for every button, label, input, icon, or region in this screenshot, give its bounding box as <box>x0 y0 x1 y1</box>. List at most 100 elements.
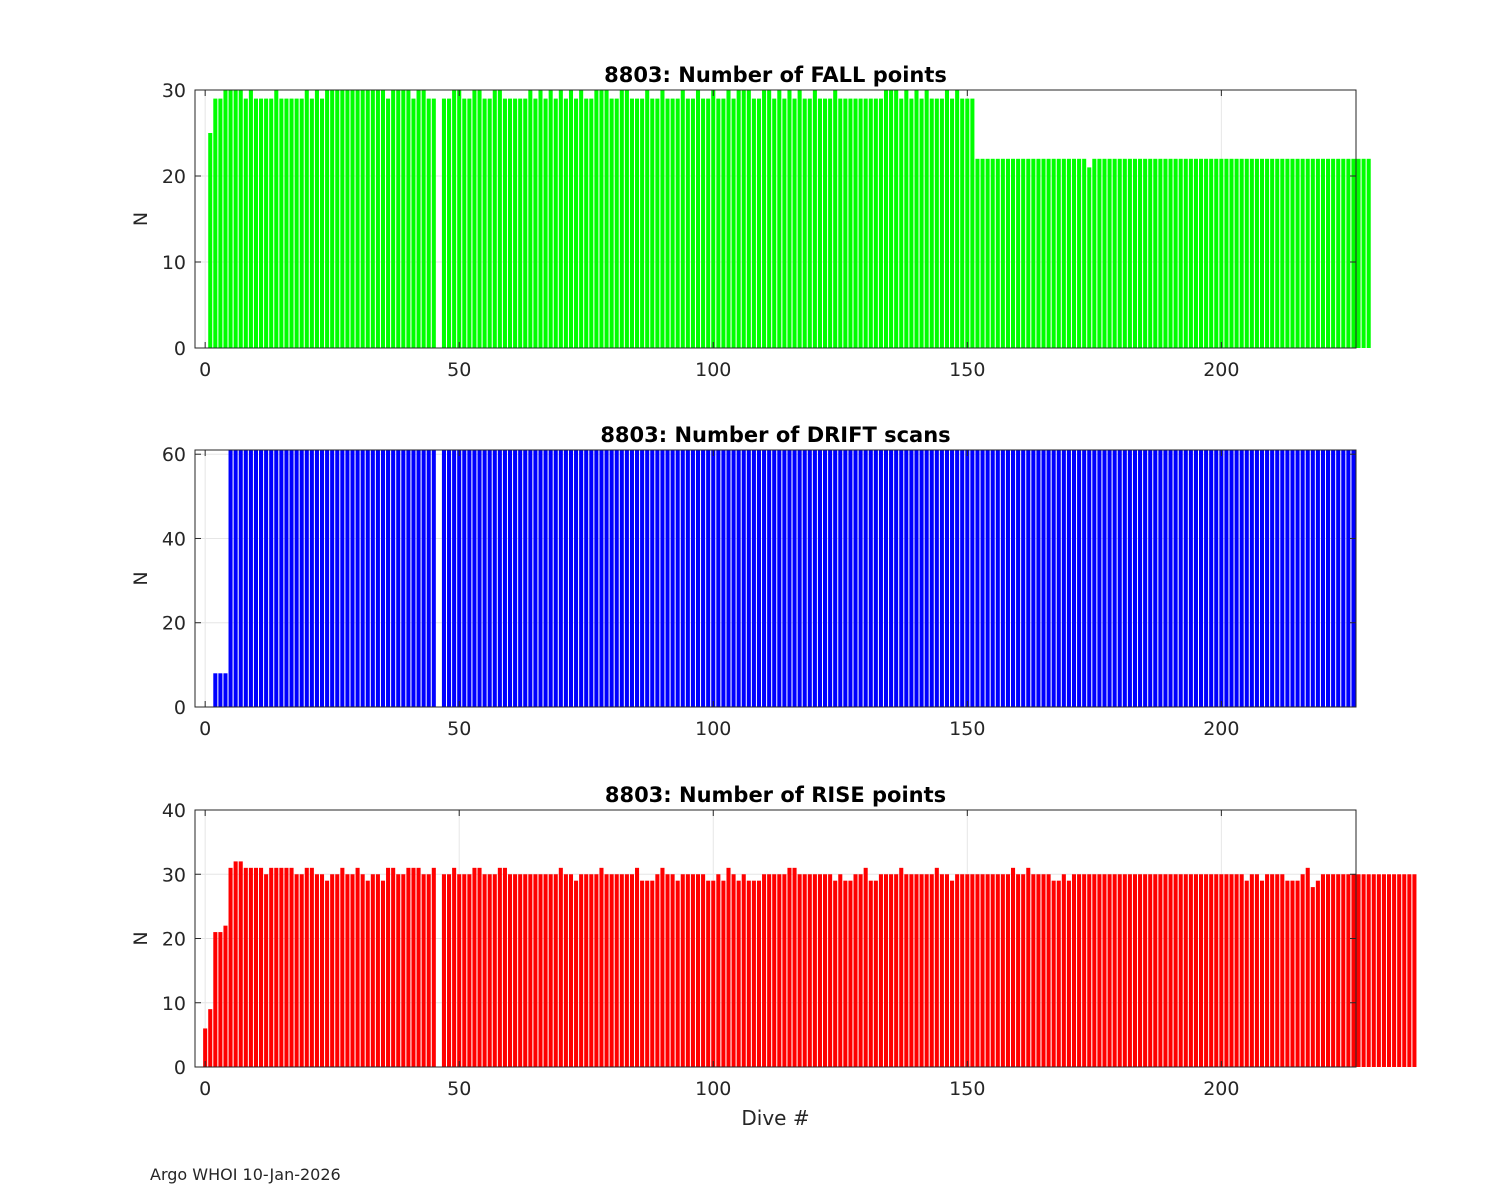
bar <box>289 450 294 707</box>
bar <box>574 98 579 348</box>
x-tick-label: 0 <box>199 359 211 381</box>
bar <box>680 90 685 348</box>
bar <box>965 450 970 707</box>
bar <box>1239 874 1244 1067</box>
bar <box>289 98 294 348</box>
x-tick-label: 100 <box>695 718 731 740</box>
bar <box>1229 874 1234 1067</box>
bar <box>1224 158 1229 348</box>
bar <box>680 450 685 707</box>
bar <box>396 450 401 707</box>
bar <box>1407 874 1412 1067</box>
bar <box>995 450 1000 707</box>
bar <box>980 874 985 1067</box>
bar <box>1249 158 1254 348</box>
bar <box>289 867 294 1067</box>
x-tick-label: 0 <box>199 1078 211 1100</box>
bar <box>726 90 731 348</box>
y-tick-label: 40 <box>162 800 186 822</box>
bar <box>914 90 919 348</box>
bar <box>721 450 726 707</box>
bar <box>680 874 685 1067</box>
bar <box>640 450 645 707</box>
bar <box>1102 874 1107 1067</box>
bar <box>619 90 624 348</box>
bar <box>1219 158 1224 348</box>
bar <box>355 90 360 348</box>
bar <box>1046 450 1051 707</box>
bar <box>1061 158 1066 348</box>
bar <box>1341 158 1346 348</box>
bar <box>1275 874 1280 1067</box>
bar <box>1178 158 1183 348</box>
bar <box>792 867 797 1067</box>
bar <box>553 98 558 348</box>
bar <box>985 450 990 707</box>
bar <box>1204 158 1209 348</box>
bar <box>355 450 360 707</box>
bar <box>797 90 802 348</box>
bar <box>375 90 380 348</box>
bar <box>1285 158 1290 348</box>
bar <box>1016 450 1021 707</box>
bar <box>304 867 309 1067</box>
bar <box>899 450 904 707</box>
bar <box>411 98 416 348</box>
bar <box>213 673 218 707</box>
bar <box>1066 880 1071 1067</box>
bar <box>883 90 889 348</box>
bar <box>863 98 868 348</box>
bar <box>426 874 431 1067</box>
bar <box>695 90 701 348</box>
bar <box>513 98 518 348</box>
bar <box>797 450 802 707</box>
bar <box>248 450 253 707</box>
bar <box>345 450 350 707</box>
bar <box>248 867 253 1067</box>
bar <box>1153 874 1158 1067</box>
bar <box>762 90 767 348</box>
bar <box>955 874 960 1067</box>
bar <box>1199 874 1204 1067</box>
bar <box>350 90 355 348</box>
bar <box>904 874 909 1067</box>
bar <box>685 874 690 1067</box>
bar <box>828 874 833 1067</box>
bar <box>675 880 680 1067</box>
bar <box>416 450 421 707</box>
bar <box>883 874 889 1067</box>
bar <box>1356 158 1361 348</box>
bar <box>1153 158 1158 348</box>
bar <box>853 98 858 348</box>
y-tick-label: 10 <box>162 252 186 274</box>
bar <box>1315 880 1320 1067</box>
bar <box>223 925 228 1067</box>
bar <box>1036 158 1041 348</box>
bar <box>645 880 650 1067</box>
bar <box>528 874 533 1067</box>
bar <box>284 867 289 1067</box>
bar <box>502 98 507 348</box>
bar <box>1112 450 1117 707</box>
bar <box>360 450 365 707</box>
bar <box>406 90 411 348</box>
bar <box>817 874 822 1067</box>
bar <box>1026 158 1031 348</box>
bar <box>259 98 264 348</box>
bar <box>391 90 396 348</box>
bar <box>1326 158 1331 348</box>
bar <box>934 867 939 1067</box>
bar <box>1117 158 1122 348</box>
bar <box>950 450 955 707</box>
bar <box>350 450 355 707</box>
chart-title: 8803: Number of FALL points <box>604 63 947 87</box>
bar <box>406 450 411 707</box>
bar <box>599 90 604 348</box>
bar <box>863 867 868 1067</box>
bar <box>1158 158 1163 348</box>
bar <box>812 874 817 1067</box>
bar <box>1361 874 1366 1067</box>
bar <box>1351 158 1356 348</box>
bar <box>579 450 584 707</box>
bar <box>264 450 269 707</box>
